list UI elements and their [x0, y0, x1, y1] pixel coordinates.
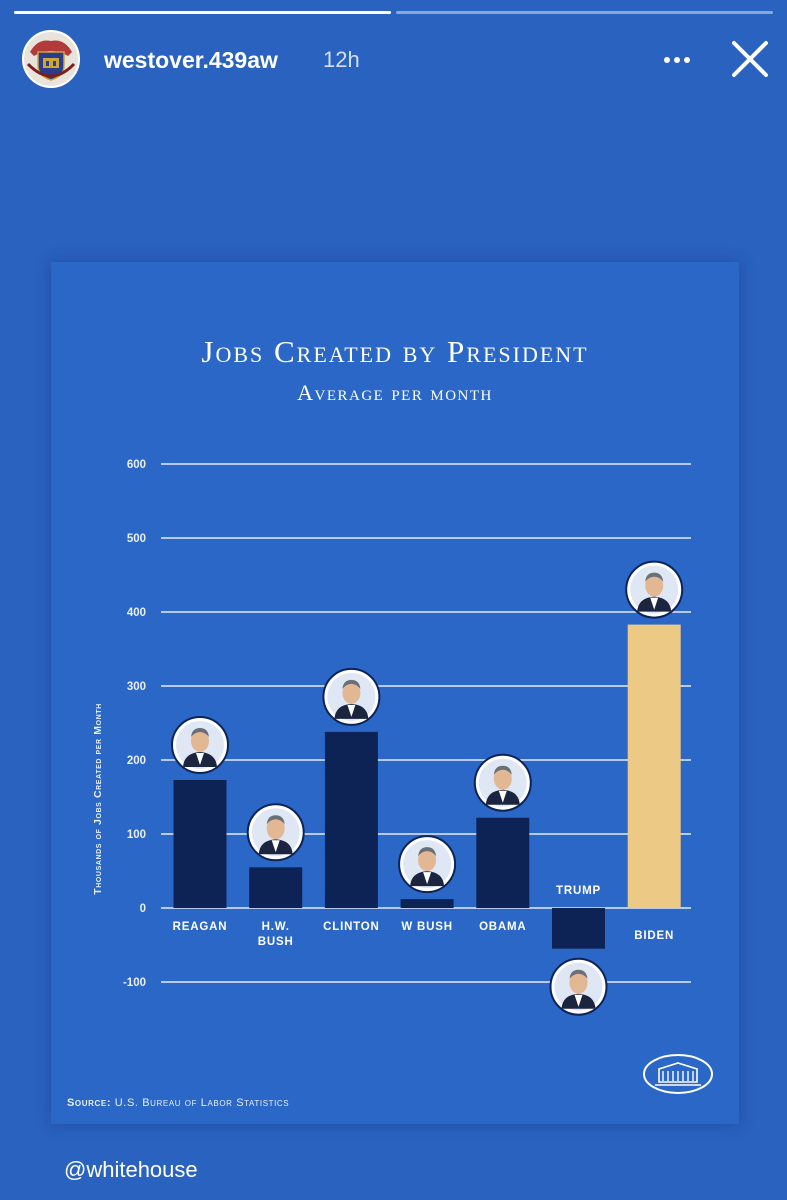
portrait-shirt	[423, 872, 432, 885]
portrait-hair	[493, 765, 512, 775]
y-tick-label: 500	[127, 533, 146, 545]
portrait-hair	[266, 815, 285, 825]
portrait-shirt	[498, 790, 507, 803]
chart-card: Jobs Created by President Average per mo…	[51, 262, 739, 1124]
story-progress-segment-2	[396, 11, 773, 14]
portrait-hair	[342, 679, 361, 689]
source-text: U.S. Bureau of Labor Statistics	[114, 1097, 290, 1109]
bar-h-w-bush	[249, 867, 303, 908]
x-category-label: REAGAN	[173, 921, 228, 933]
crest-icon	[24, 32, 78, 86]
progress-fill	[14, 11, 391, 14]
x-category-label: H.W.	[262, 921, 290, 933]
avatar[interactable]	[22, 30, 80, 88]
portrait-face	[191, 729, 209, 752]
x-category-label: W BUSH	[401, 921, 452, 933]
x-category-label: CLINTON	[323, 921, 380, 933]
y-tick-label: 100	[127, 829, 146, 841]
portrait-shirt	[196, 752, 204, 765]
portrait-icon	[473, 753, 532, 812]
portrait-icon	[625, 560, 684, 619]
x-category-label: TRUMP	[556, 885, 601, 897]
x-category-label: BIDEN	[634, 930, 674, 942]
bar-clinton	[324, 731, 378, 908]
portrait-face	[266, 817, 285, 840]
portrait-face	[569, 971, 588, 994]
portrait-shirt	[347, 704, 356, 717]
story-username[interactable]: westover.439aw	[104, 47, 278, 73]
portrait-face	[493, 767, 512, 790]
close-icon[interactable]	[729, 38, 771, 80]
bar-biden	[627, 624, 681, 908]
y-tick-label: 400	[127, 607, 146, 619]
portrait-hair	[418, 847, 437, 857]
y-tick-label: 0	[140, 903, 146, 915]
y-tick-label: 200	[127, 755, 146, 767]
portrait-hair	[569, 969, 588, 979]
portrait-icon	[398, 835, 457, 894]
x-category-label: BUSH	[258, 936, 294, 948]
y-tick-label: 300	[127, 681, 146, 693]
portrait-face	[342, 681, 361, 704]
portrait-hair	[191, 727, 209, 737]
portrait-face	[645, 574, 664, 597]
portrait-icon	[549, 957, 608, 1016]
source-note: Source: U.S. Bureau of Labor Statistics	[67, 1097, 289, 1109]
chart-title: Jobs Created by President	[201, 334, 589, 369]
portrait-icon	[322, 667, 381, 726]
more-options-icon[interactable]	[657, 40, 697, 80]
x-category-label: OBAMA	[479, 921, 526, 933]
portrait-icon	[171, 715, 229, 774]
y-tick-label: -100	[123, 977, 146, 989]
story-progress-segment-1	[14, 11, 391, 14]
portrait-hair	[645, 572, 664, 582]
chart-subtitle: Average per month	[297, 380, 493, 405]
bar-reagan	[173, 779, 227, 908]
bar-w-bush	[400, 899, 454, 908]
source-label: Source:	[67, 1097, 112, 1109]
bar-chart: 600 500 400 300 200 100 0 -100 REAGAN H.W. BUSH CL…	[92, 459, 691, 1016]
portrait-icon	[246, 803, 305, 862]
bar-obama	[476, 817, 530, 908]
portrait-face	[418, 849, 437, 872]
portrait-shirt	[574, 994, 583, 1007]
portrait-shirt	[650, 597, 659, 610]
y-tick-label: 600	[127, 459, 146, 471]
portrait-shirt	[271, 840, 280, 853]
bar-trump	[552, 908, 605, 949]
white-house-logo	[643, 1054, 713, 1094]
mention-handle[interactable]: @whitehouse	[64, 1157, 198, 1182]
story-timestamp: 12h	[323, 47, 360, 72]
y-axis-label: Thousands of Jobs Created per Month	[92, 703, 104, 895]
